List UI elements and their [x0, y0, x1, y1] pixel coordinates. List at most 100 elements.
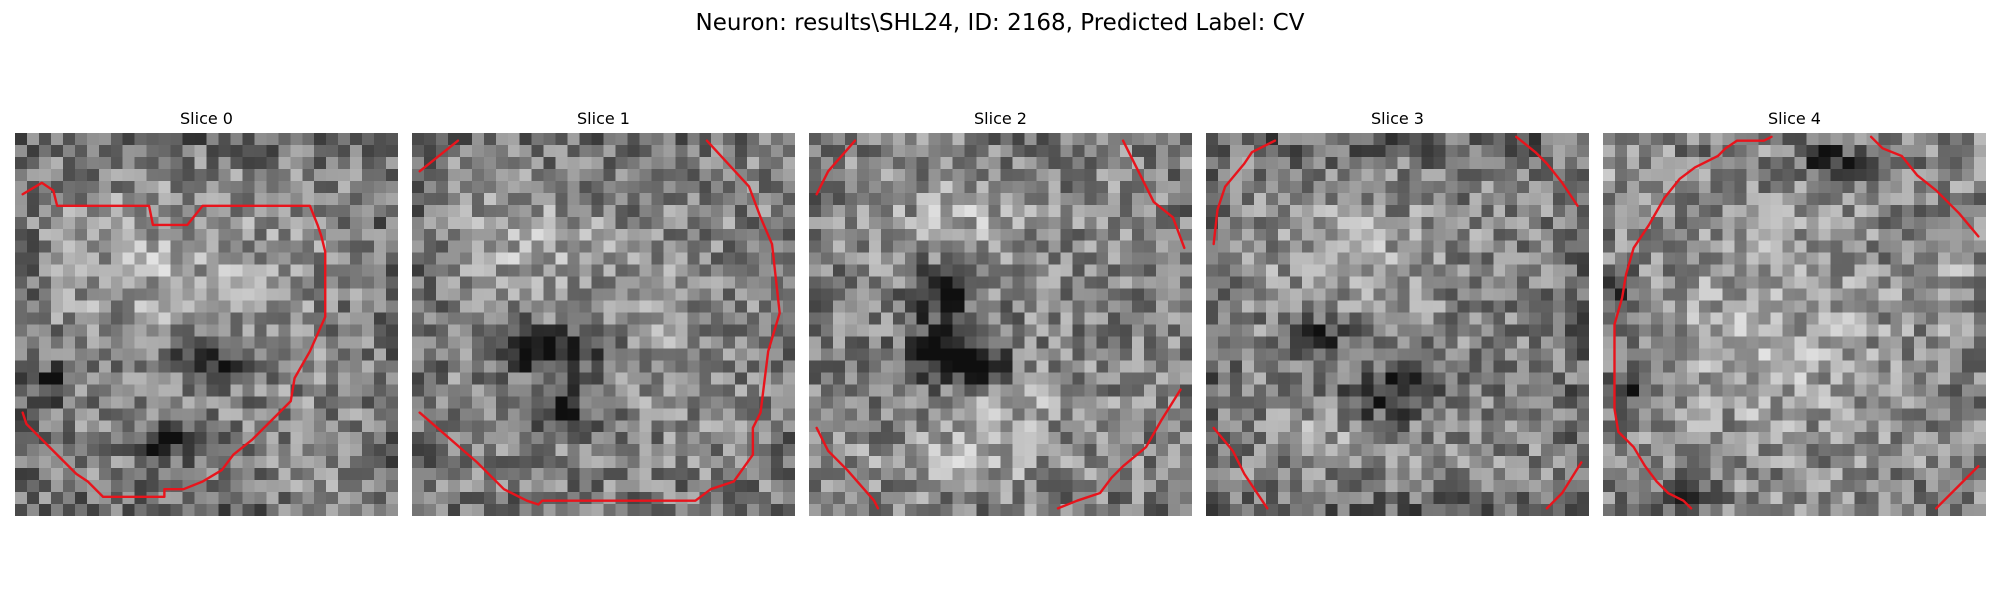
pixel-cell	[1373, 240, 1386, 253]
pixel-cell	[1277, 420, 1291, 433]
pixel-cell	[783, 228, 795, 241]
pixel-cell	[1036, 456, 1049, 469]
pixel-cell	[1553, 492, 1566, 505]
pixel-cell	[543, 456, 556, 469]
pixel-cell	[1698, 192, 1711, 206]
pixel-cell	[1698, 264, 1711, 277]
pixel-cell	[110, 204, 123, 218]
pixel-cell	[338, 240, 351, 253]
pixel-cell	[1206, 276, 1219, 289]
pixel-cell	[892, 168, 905, 182]
pixel-cell	[735, 192, 748, 206]
pixel-cell	[1603, 180, 1616, 194]
pixel-cell	[1132, 252, 1145, 265]
pixel-cell	[1397, 288, 1410, 301]
pixel-cell	[483, 276, 497, 289]
pixel-cell	[1746, 240, 1759, 253]
pixel-cell	[699, 420, 712, 433]
pixel-cell	[338, 420, 351, 433]
pixel-cell	[603, 240, 616, 253]
pixel-cell	[1529, 372, 1542, 385]
pixel-cell	[483, 228, 497, 241]
pixel-cell	[1734, 133, 1747, 146]
pixel-cell	[1108, 252, 1121, 265]
pixel-cell	[1493, 492, 1506, 505]
pixel-cell	[158, 192, 171, 206]
pixel-cell	[1301, 360, 1314, 373]
pixel-cell	[783, 372, 795, 385]
pixel-cell	[1626, 216, 1640, 229]
pixel-cell	[1698, 252, 1711, 265]
pixel-cell	[747, 408, 760, 421]
pixel-cell	[386, 396, 398, 409]
pixel-cell	[1926, 156, 1939, 170]
pixel-cell	[531, 300, 544, 313]
pixel-cell	[1072, 336, 1085, 349]
pixel-cell	[1746, 156, 1759, 170]
pixel-cell	[110, 252, 123, 265]
pixel-cell	[146, 252, 159, 265]
pixel-cell	[1782, 252, 1795, 265]
pixel-cell	[350, 264, 363, 277]
pixel-cell	[374, 396, 387, 409]
pixel-cell	[1229, 480, 1243, 493]
pixel-cell	[182, 180, 195, 194]
pixel-cell	[555, 276, 568, 289]
pixel-cell	[940, 216, 953, 229]
pixel-cell	[880, 336, 894, 349]
pixel-cell	[1782, 288, 1795, 301]
pixel-cell	[1674, 324, 1688, 337]
pixel-cell	[1289, 384, 1302, 397]
pixel-cell	[1529, 336, 1542, 349]
pixel-cell	[723, 216, 736, 229]
pixel-cell	[1445, 300, 1458, 313]
pixel-cell	[1902, 264, 1915, 277]
pixel-cell	[412, 384, 425, 397]
pixel-cell	[326, 372, 339, 385]
pixel-cell	[663, 133, 676, 146]
pixel-cell	[1746, 276, 1759, 289]
pixel-cell	[1938, 324, 1951, 337]
pixel-cell	[639, 444, 652, 457]
pixel-cell	[952, 384, 965, 397]
pixel-cell	[723, 133, 736, 146]
pixel-cell	[1914, 420, 1927, 433]
pixel-cell	[170, 204, 183, 218]
pixel-cell	[507, 288, 520, 301]
pixel-cell	[519, 240, 532, 253]
pixel-cell	[1409, 228, 1422, 241]
pixel-cell	[1529, 133, 1542, 146]
pixel-cell	[591, 156, 604, 170]
pixel-cell	[1603, 312, 1616, 325]
pixel-cell	[386, 336, 398, 349]
pixel-cell	[38, 192, 52, 206]
pixel-cell	[1144, 312, 1157, 325]
pixel-cell	[940, 288, 953, 301]
pixel-cell	[1938, 168, 1951, 182]
pixel-cell	[1722, 288, 1735, 301]
pixel-cell	[1120, 156, 1133, 170]
pixel-cell	[759, 252, 772, 265]
pixel-cell	[1565, 444, 1578, 457]
pixel-cell	[1337, 336, 1350, 349]
pixel-cell	[326, 216, 339, 229]
pixel-cell	[603, 504, 616, 516]
pixel-cell	[1806, 288, 1819, 301]
pixel-cell	[880, 276, 894, 289]
pixel-cell	[928, 252, 941, 265]
pixel-cell	[242, 384, 255, 397]
pixel-cell	[723, 360, 736, 373]
pixel-cell	[1277, 456, 1291, 469]
pixel-cell	[1108, 504, 1121, 516]
pixel-cell	[1253, 348, 1267, 361]
pixel-cell	[892, 396, 905, 409]
pixel-cell	[1012, 228, 1025, 241]
pixel-cell	[531, 324, 544, 337]
pixel-cell	[1674, 288, 1688, 301]
pixel-cell	[531, 168, 544, 182]
pixel-cell	[1722, 156, 1735, 170]
pixel-cell	[1878, 288, 1891, 301]
pixel-cell	[868, 300, 882, 313]
pixel-cell	[386, 264, 398, 277]
pixel-cell	[278, 276, 291, 289]
